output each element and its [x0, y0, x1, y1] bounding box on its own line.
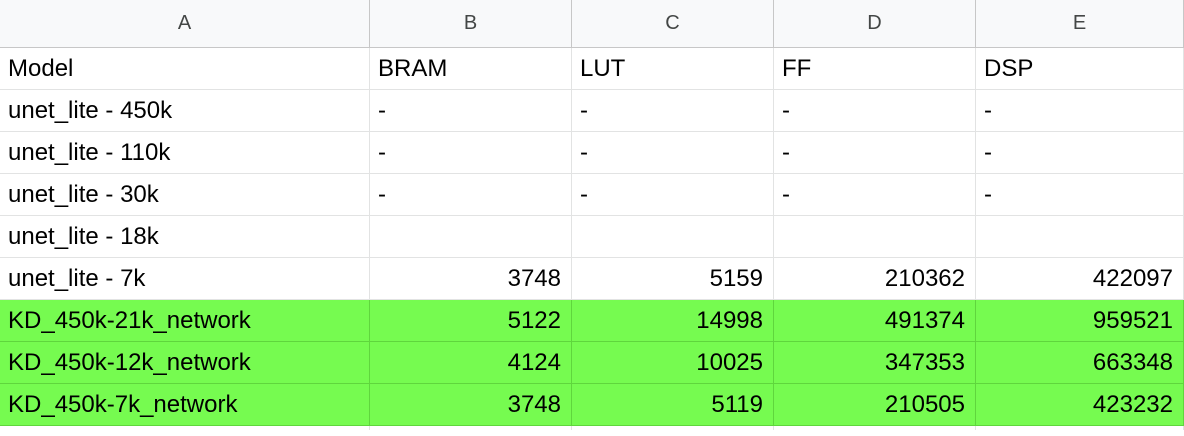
- cell-d3[interactable]: -: [774, 132, 976, 174]
- cell-d1[interactable]: FF: [774, 48, 976, 90]
- cell-b10[interactable]: [370, 426, 572, 430]
- cell-d7[interactable]: 491374: [774, 300, 976, 342]
- cell-c8[interactable]: 10025: [572, 342, 774, 384]
- column-header-a[interactable]: A: [0, 0, 370, 48]
- cell-c6[interactable]: 5159: [572, 258, 774, 300]
- cell-e5[interactable]: [976, 216, 1184, 258]
- cell-c9[interactable]: 5119: [572, 384, 774, 426]
- cell-e10[interactable]: [976, 426, 1184, 430]
- cell-a10[interactable]: [0, 426, 370, 430]
- cell-e2[interactable]: -: [976, 90, 1184, 132]
- cell-e7[interactable]: 959521: [976, 300, 1184, 342]
- cell-c4[interactable]: -: [572, 174, 774, 216]
- cell-d10[interactable]: [774, 426, 976, 430]
- cell-b3[interactable]: -: [370, 132, 572, 174]
- cell-e9[interactable]: 423232: [976, 384, 1184, 426]
- cell-b4[interactable]: -: [370, 174, 572, 216]
- cell-b7[interactable]: 5122: [370, 300, 572, 342]
- cell-a3[interactable]: unet_lite - 110k: [0, 132, 370, 174]
- cell-b8[interactable]: 4124: [370, 342, 572, 384]
- cell-d2[interactable]: -: [774, 90, 976, 132]
- cell-d5[interactable]: [774, 216, 976, 258]
- cell-c3[interactable]: -: [572, 132, 774, 174]
- cell-a2[interactable]: unet_lite - 450k: [0, 90, 370, 132]
- column-header-e[interactable]: E: [976, 0, 1184, 48]
- cell-d8[interactable]: 347353: [774, 342, 976, 384]
- column-header-c[interactable]: C: [572, 0, 774, 48]
- column-header-b[interactable]: B: [370, 0, 572, 48]
- cell-d6[interactable]: 210362: [774, 258, 976, 300]
- cell-d4[interactable]: -: [774, 174, 976, 216]
- cell-e8[interactable]: 663348: [976, 342, 1184, 384]
- cell-a6[interactable]: unet_lite - 7k: [0, 258, 370, 300]
- cell-c1[interactable]: LUT: [572, 48, 774, 90]
- cell-a5[interactable]: unet_lite - 18k: [0, 216, 370, 258]
- cell-a1[interactable]: Model: [0, 48, 370, 90]
- cell-c10[interactable]: [572, 426, 774, 430]
- cell-d9[interactable]: 210505: [774, 384, 976, 426]
- cell-c5[interactable]: [572, 216, 774, 258]
- cell-a4[interactable]: unet_lite - 30k: [0, 174, 370, 216]
- cell-e1[interactable]: DSP: [976, 48, 1184, 90]
- cell-e4[interactable]: -: [976, 174, 1184, 216]
- cell-a9[interactable]: KD_450k-7k_network: [0, 384, 370, 426]
- cell-b6[interactable]: 3748: [370, 258, 572, 300]
- cell-c2[interactable]: -: [572, 90, 774, 132]
- cell-b2[interactable]: -: [370, 90, 572, 132]
- cell-e3[interactable]: -: [976, 132, 1184, 174]
- cell-c7[interactable]: 14998: [572, 300, 774, 342]
- cell-a8[interactable]: KD_450k-12k_network: [0, 342, 370, 384]
- cell-b1[interactable]: BRAM: [370, 48, 572, 90]
- cell-b9[interactable]: 3748: [370, 384, 572, 426]
- column-header-d[interactable]: D: [774, 0, 976, 48]
- cell-a7[interactable]: KD_450k-21k_network: [0, 300, 370, 342]
- cell-e6[interactable]: 422097: [976, 258, 1184, 300]
- cell-b5[interactable]: [370, 216, 572, 258]
